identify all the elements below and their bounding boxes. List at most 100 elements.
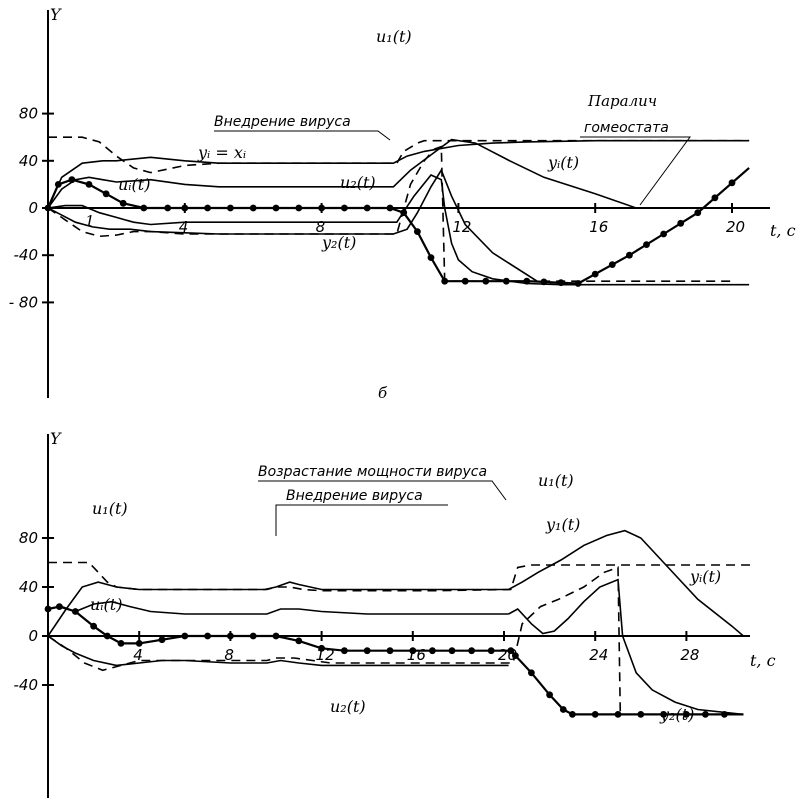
chart-bottom-label-y1: y₁(t) [545, 515, 580, 534]
x-tick-label: 4 [133, 646, 143, 664]
chart-bottom-label-u2: u₂(t) [330, 697, 366, 716]
series-marker [164, 204, 172, 212]
y-tick-label: 40 [19, 152, 38, 170]
series-line-5 [47, 635, 509, 667]
series-line-1 [47, 529, 744, 637]
chart-top-annotation-virus-intro: Внедрение вируса [214, 114, 351, 130]
series-marker [448, 647, 456, 655]
series-marker [608, 261, 616, 268]
series-marker [546, 691, 553, 699]
series-marker [117, 640, 125, 647]
series-marker [528, 669, 535, 677]
series-marker [660, 230, 667, 238]
y-tick-label: -40 [14, 246, 39, 264]
series-marker [85, 181, 93, 188]
series-marker [72, 608, 79, 615]
series-marker [643, 241, 650, 249]
chart-top-y-axis-label: Y [50, 5, 62, 24]
series-marker [181, 204, 189, 212]
series-marker [614, 711, 622, 718]
x-tick-label: 24 [589, 646, 608, 664]
series-marker [728, 179, 736, 187]
series-marker [341, 204, 348, 212]
chart-bottom-series [44, 529, 755, 718]
series-marker [341, 647, 348, 655]
chart-top-label-ui: uᵢ(t) [118, 175, 150, 194]
series-marker [507, 647, 515, 655]
series-marker [103, 632, 111, 640]
series-line-0 [48, 561, 755, 592]
series-marker [318, 204, 325, 212]
series-marker [414, 228, 421, 236]
series-line-4 [47, 605, 744, 716]
series-marker [272, 632, 280, 640]
series-line-6 [47, 145, 732, 283]
chart-top-label-yi: yᵢ(t) [547, 153, 579, 172]
chart-bottom: 4 8 12 16 20 24 28 80 40 0 -40 Y t, c Возрастание … [14, 429, 776, 798]
chart-bottom-label-ui: uᵢ(t) [90, 595, 122, 614]
x-tick-label: 12 [316, 646, 335, 664]
series-marker [249, 204, 257, 212]
y-tick-label: 0 [28, 627, 38, 645]
y-tick-label: - 80 [9, 293, 38, 311]
series-marker [694, 209, 702, 217]
series-marker [427, 254, 435, 261]
series-line-3 [46, 167, 750, 285]
chart-bottom-x-axis-label: t, c [750, 651, 776, 670]
y-tick-label: 0 [28, 199, 38, 217]
series-marker [318, 644, 325, 652]
x-tick-label: 16 [589, 218, 608, 236]
series-marker [204, 204, 212, 212]
series-marker [487, 647, 495, 655]
chart-bottom-annotation-virus-intro-leader [275, 504, 448, 536]
chart-bottom-annotation-virus-intro: Внедрение вируса [286, 488, 423, 504]
series-marker [386, 204, 394, 212]
chart-bottom-labels: 4 8 12 16 20 24 28 80 40 0 -40 [14, 529, 700, 694]
series-marker [559, 706, 567, 713]
series-marker [386, 647, 394, 655]
chart-top-annotation-leader [214, 130, 391, 141]
series-marker [461, 277, 469, 285]
y-tick-label: 40 [19, 578, 38, 596]
chart-bottom-label-yi: yᵢ(t) [689, 567, 721, 586]
series-marker [363, 647, 371, 655]
series-marker [90, 622, 97, 630]
series-marker [54, 181, 62, 188]
series-marker [227, 632, 234, 640]
chart-top-panel-label: б [378, 384, 388, 402]
x-tick-label: 8 [316, 218, 326, 236]
series-marker [56, 603, 63, 610]
series-marker [677, 219, 685, 227]
chart-top-label-yi-xi: yᵢ = xᵢ [197, 143, 246, 162]
chart-bottom-label-u1-right: u₁(t) [538, 471, 574, 490]
chart-top: 4 8 12 16 20 80 40 0 -40 - 80 Y t, c 1 б Внедрени… [9, 5, 796, 402]
series-marker [409, 647, 417, 655]
series-line-2 [47, 600, 509, 615]
x-tick-label: 16 [407, 646, 426, 664]
x-tick-label: 12 [452, 218, 471, 236]
chart-top-label-y2: y₂(t) [321, 233, 356, 252]
series-line-1 [47, 139, 750, 209]
series-line-0 [48, 136, 750, 174]
series-marker [591, 270, 599, 278]
chart-top-label-u2: u₂(t) [340, 173, 376, 192]
y-tick-label: 80 [19, 529, 38, 547]
series-marker [569, 711, 576, 718]
x-tick-label: 8 [224, 646, 234, 664]
series-marker [295, 637, 303, 645]
series-marker [119, 199, 127, 207]
series-marker [68, 176, 76, 184]
series-marker [249, 632, 257, 640]
x-tick-label: 28 [680, 646, 699, 664]
series-marker [660, 711, 667, 718]
series-line-4 [47, 174, 750, 286]
x-tick-label: 4 [179, 218, 189, 236]
chart-top-x-axis-label: t, c [770, 221, 796, 240]
series-marker [158, 636, 166, 644]
series-marker [429, 647, 436, 655]
chart-bottom-annotation-virus-power-leader [258, 480, 507, 501]
chart-bottom-label-y2: y₂(t) [659, 705, 694, 724]
chart-top-labels: 4 8 12 16 20 80 40 0 -40 - 80 [9, 105, 745, 312]
series-marker [204, 632, 212, 640]
